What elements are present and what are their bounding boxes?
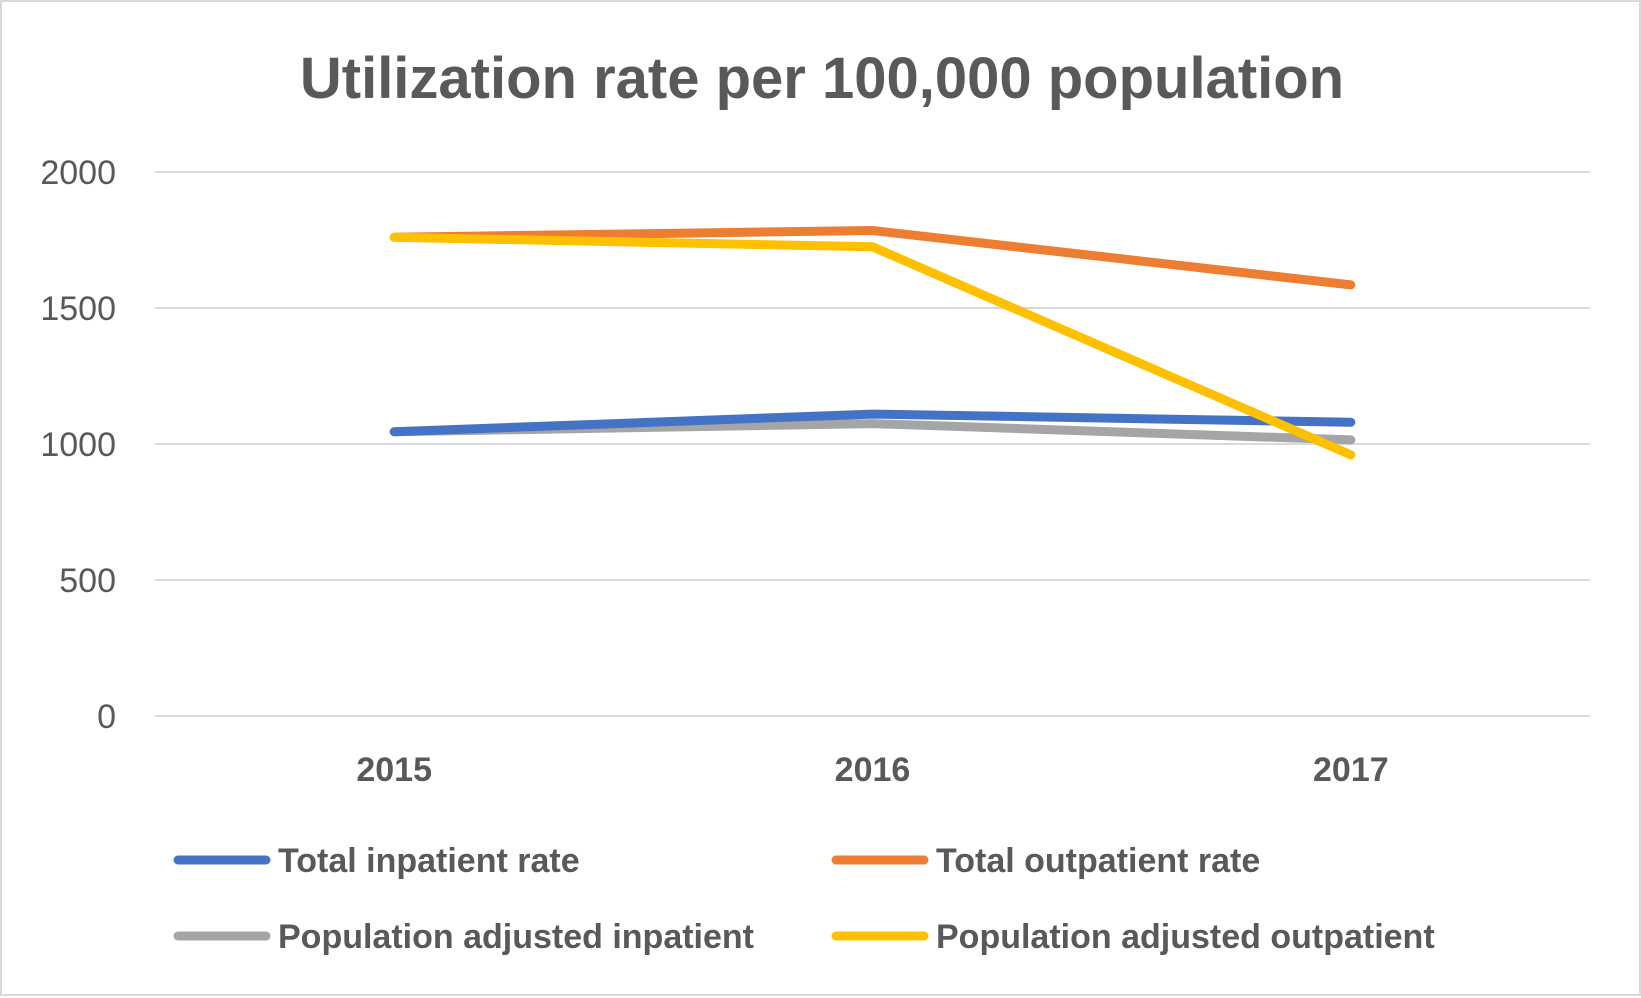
legend-item: Total outpatient rate [831,842,1260,880]
legend-item: Population adjusted inpatient [173,918,754,956]
series-line-population-adjusted-outpatient [389,232,1356,460]
legend-item: Total inpatient rate [173,842,580,880]
y-tick-label: 2000 [40,154,116,192]
legend-label: Population adjusted inpatient [278,918,754,956]
chart-title: Utilization rate per 100,000 population [300,46,1344,111]
y-tick-label: 0 [97,698,116,736]
y-tick-label: 1500 [40,290,116,328]
x-tick-label: 2015 [356,751,432,789]
legend-label: Total outpatient rate [936,842,1260,880]
x-tick-label: 2016 [835,751,911,789]
series-line-total-inpatient-rate [389,409,1356,437]
legend-label: Total inpatient rate [278,842,580,880]
y-tick-label: 500 [59,562,116,600]
y-axis-tick-labels: 0 500 1000 1500 2000 [40,154,116,736]
legend-label: Population adjusted outpatient [936,918,1435,956]
series-line-total-outpatient-rate [389,225,1356,290]
y-tick-label: 1000 [40,426,116,464]
legend-item: Population adjusted outpatient [831,918,1435,956]
series-lines [389,225,1356,460]
x-tick-label: 2017 [1313,751,1389,789]
legend: Total inpatient rate Total outpatient rat… [173,842,1435,956]
x-axis-tick-labels: 2015 2016 2017 [356,751,1388,789]
gridlines [155,171,1590,717]
